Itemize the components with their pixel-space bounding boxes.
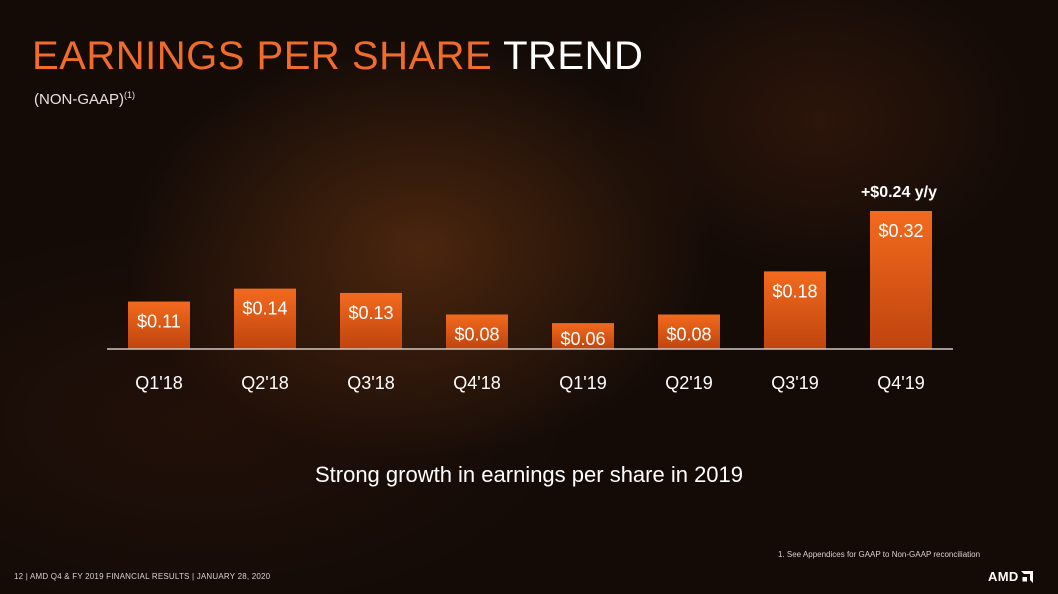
growth-annotation: +$0.24 y/y [861,184,937,201]
category-label-q4-18: Q4'18 [453,373,500,393]
category-label-q3-18: Q3'18 [347,373,394,393]
bar-q3-19 [764,271,826,349]
category-label-q2-18: Q2'18 [241,373,288,393]
slide-subtitle: (NON-GAAP)(1) [34,90,135,108]
value-label-q1-18: $0.11 [137,312,181,332]
value-label-q3-18: $0.13 [348,303,393,323]
value-label-q4-19: $0.32 [878,221,923,241]
value-label-q2-19: $0.08 [666,325,711,345]
bar-q1-19 [552,323,614,349]
category-label-q2-19: Q2'19 [665,373,712,393]
amd-logo: AMD [988,569,1033,584]
bar-q4-19 [870,211,932,349]
category-label-q1-18: Q1'18 [135,373,182,393]
slide-title-plain: TREND [503,34,644,78]
value-label-q1-19: $0.06 [560,329,605,349]
bars-group [128,211,932,349]
slide-footer: 12 | AMD Q4 & FY 2019 FINANCIAL RESULTS … [14,572,271,581]
value-label-q2-18: $0.14 [242,299,287,319]
chart-tagline: Strong growth in earnings per share in 2… [314,462,744,487]
bar-q3-18 [340,292,402,349]
slide-title-accent: EARNINGS PER SHARE [32,34,493,78]
subtitle-text: (NON-GAAP) [34,91,124,108]
footnote: 1. See Appendices for GAAP to Non-GAAP r… [778,550,981,559]
bar-q4-18 [446,314,508,349]
labels-group: $0.11 Q1'18 $0.14 Q2'18 $0.13 Q3'18 $0.08 Q4'18… [135,184,937,393]
category-label-q4-19: Q4'19 [877,373,924,393]
slide-title: EARNINGS PER SHARE TREND [32,34,643,79]
bar-q2-18 [234,288,296,349]
value-label-q4-18: $0.08 [454,325,499,345]
value-label-q3-19: $0.18 [772,281,817,301]
amd-logo-text: AMD [988,569,1019,584]
eps-bar-chart: $0.11 Q1'18 $0.14 Q2'18 $0.13 Q3'18 $0.08 Q4'18… [107,184,953,393]
category-label-q3-19: Q3'19 [771,373,818,393]
amd-arrow-icon [1020,570,1033,583]
subtitle-footnote-ref: (1) [124,90,135,100]
category-label-q1-19: Q1'19 [559,373,606,393]
bar-q2-19 [658,314,720,349]
bar-q1-18 [128,301,190,349]
